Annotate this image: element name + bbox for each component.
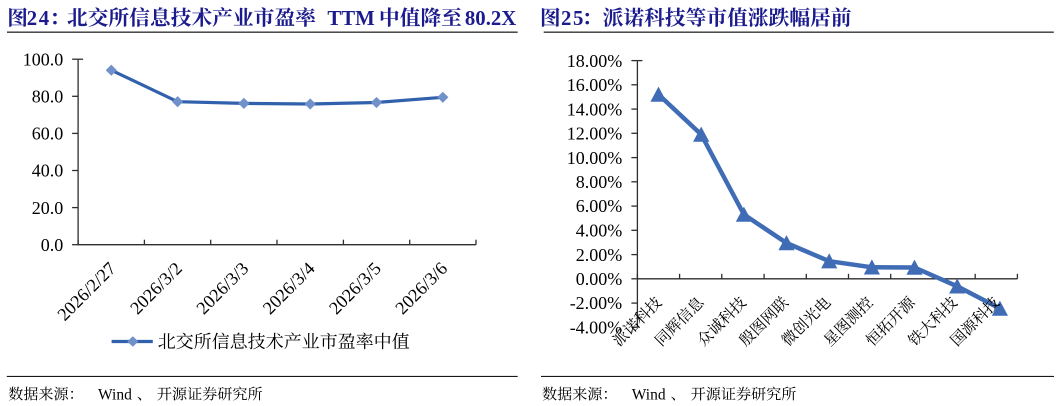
svg-text:Wind: Wind <box>98 386 132 403</box>
svg-text:Wind: Wind <box>632 386 666 403</box>
svg-text:6.00%: 6.00% <box>576 196 623 216</box>
svg-text:14.00%: 14.00% <box>567 99 623 119</box>
svg-text:10.00%: 10.00% <box>567 148 623 168</box>
svg-text:8.00%: 8.00% <box>576 172 623 192</box>
svg-text:16.00%: 16.00% <box>567 75 623 95</box>
svg-text:18.00%: 18.00% <box>567 51 623 71</box>
svg-text:25: 25 <box>561 7 585 30</box>
svg-text:-4.00%: -4.00% <box>570 318 623 338</box>
svg-text:0.0: 0.0 <box>41 235 64 255</box>
svg-text:12.00%: 12.00% <box>567 124 623 144</box>
svg-text:80.2X: 80.2X <box>465 7 516 30</box>
svg-text:100.0: 100.0 <box>23 49 64 69</box>
svg-text:0.00%: 0.00% <box>576 269 623 289</box>
svg-text:4.00%: 4.00% <box>576 221 623 241</box>
svg-text:24: 24 <box>27 7 51 30</box>
svg-text:2.00%: 2.00% <box>576 245 623 265</box>
svg-text:TTM: TTM <box>327 7 375 30</box>
svg-text:40.0: 40.0 <box>32 161 64 181</box>
svg-text:80.0: 80.0 <box>32 87 64 107</box>
svg-text:60.0: 60.0 <box>32 124 64 144</box>
svg-text:-2.00%: -2.00% <box>570 293 623 313</box>
svg-text:20.0: 20.0 <box>32 198 64 218</box>
